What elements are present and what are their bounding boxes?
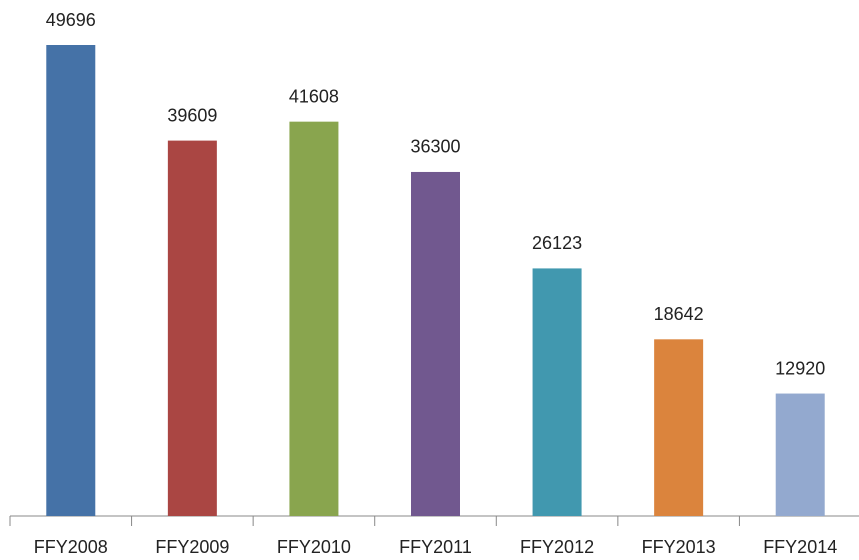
bar [46, 45, 96, 516]
value-label: 12920 [775, 358, 825, 378]
bar [654, 339, 704, 516]
value-label: 36300 [410, 137, 460, 157]
x-tick-label: FFY2009 [155, 537, 229, 557]
value-label: 49696 [46, 10, 96, 30]
x-tick-label: FFY2014 [763, 537, 837, 557]
bar [775, 393, 825, 516]
bar [167, 140, 217, 516]
bar [532, 268, 582, 516]
value-label: 18642 [654, 304, 704, 324]
bar [411, 171, 460, 516]
bar [289, 121, 339, 516]
x-tick-label: FFY2008 [34, 537, 108, 557]
value-label: 41608 [289, 86, 339, 106]
x-tick-label: FFY2010 [277, 537, 351, 557]
value-label: 39609 [167, 105, 217, 125]
x-tick-label: FFY2013 [642, 537, 716, 557]
value-label: 26123 [532, 233, 582, 253]
x-tick-label: FFY2011 [399, 537, 472, 557]
x-tick-label: FFY2012 [520, 537, 594, 557]
